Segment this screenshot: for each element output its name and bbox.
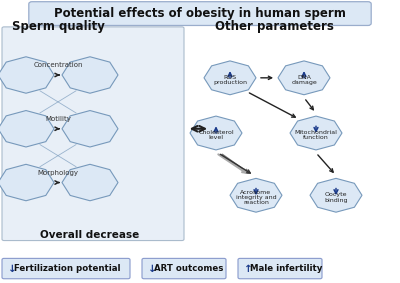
Text: ART outcomes: ART outcomes (154, 264, 223, 273)
Polygon shape (62, 164, 118, 201)
FancyBboxPatch shape (29, 2, 371, 25)
Text: Potential effects of obesity in human sperm: Potential effects of obesity in human sp… (54, 7, 346, 20)
Text: DNA
damage: DNA damage (291, 75, 317, 85)
Polygon shape (62, 57, 118, 93)
Polygon shape (0, 111, 54, 147)
Polygon shape (230, 178, 282, 212)
Polygon shape (190, 116, 242, 150)
Polygon shape (290, 116, 342, 150)
Text: Oocyte
binding: Oocyte binding (324, 192, 348, 203)
Text: Male infertility: Male infertility (250, 264, 322, 273)
Text: ↓: ↓ (8, 263, 17, 274)
Polygon shape (0, 164, 54, 201)
Text: ROS
production: ROS production (213, 75, 247, 85)
Text: ↓: ↓ (148, 263, 157, 274)
Text: Fertilization potential: Fertilization potential (14, 264, 120, 273)
Polygon shape (278, 61, 330, 95)
Text: Sperm quality: Sperm quality (12, 20, 104, 33)
Polygon shape (204, 61, 256, 95)
Text: Concentration: Concentration (33, 62, 83, 68)
Text: Motility: Motility (45, 116, 71, 122)
Text: Morphology: Morphology (38, 170, 78, 175)
Text: ↑: ↑ (244, 263, 253, 274)
Text: Cholesterol
level: Cholesterol level (198, 130, 234, 140)
Text: Mitochondrial
function: Mitochondrial function (294, 130, 338, 140)
Polygon shape (0, 57, 54, 93)
Polygon shape (310, 178, 362, 212)
FancyBboxPatch shape (238, 258, 322, 279)
FancyBboxPatch shape (2, 258, 130, 279)
FancyBboxPatch shape (142, 258, 226, 279)
Text: Other parameters: Other parameters (214, 20, 334, 33)
FancyBboxPatch shape (2, 27, 184, 241)
Text: Acrosome
integrity and
reaction: Acrosome integrity and reaction (236, 190, 276, 205)
Text: Overall decrease: Overall decrease (40, 230, 140, 240)
Polygon shape (62, 111, 118, 147)
